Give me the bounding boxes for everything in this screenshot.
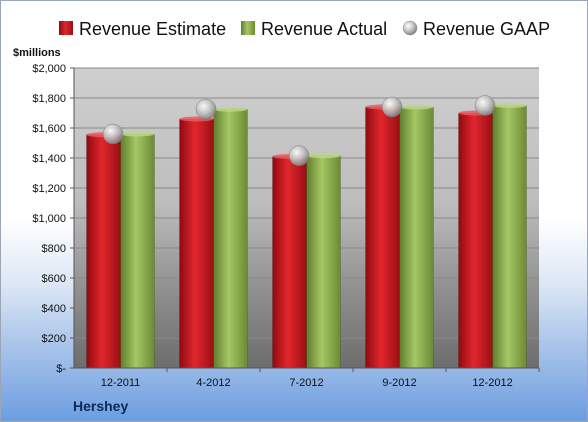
bar-cap-revenue-actual bbox=[306, 153, 341, 159]
bar-revenue-estimate bbox=[365, 106, 400, 369]
y-tick-label: $2,000 bbox=[32, 63, 66, 75]
marker-revenue-gaap bbox=[102, 123, 124, 145]
bars bbox=[86, 103, 527, 369]
y-tick-label: $1,400 bbox=[32, 153, 66, 165]
x-tick-label: 4-2012 bbox=[196, 377, 230, 389]
bar-revenue-actual bbox=[306, 155, 341, 369]
y-tick-label: $400 bbox=[42, 303, 66, 315]
legend-swatch bbox=[241, 21, 255, 35]
bar-revenue-estimate bbox=[272, 156, 307, 369]
bar-cap-revenue-actual bbox=[213, 106, 248, 112]
y-tick-label: $- bbox=[56, 363, 66, 375]
bar-revenue-actual bbox=[492, 105, 527, 369]
legend-swatch bbox=[402, 20, 418, 36]
company-name: Hershey bbox=[73, 398, 129, 414]
y-axis-unit-label: $millions bbox=[13, 47, 61, 59]
bar-cap-revenue-actual bbox=[492, 103, 527, 108]
marker-revenue-gaap bbox=[381, 96, 403, 118]
bar-revenue-estimate bbox=[179, 118, 214, 369]
bar-revenue-actual bbox=[399, 106, 434, 369]
legend-swatch bbox=[59, 21, 73, 35]
bar-revenue-actual bbox=[213, 109, 248, 369]
x-axis-ticks: 12-2011 4-2012 7-2012 9-2012 12-2012 bbox=[101, 368, 540, 389]
x-tick-label: 12-2011 bbox=[101, 377, 141, 389]
bar-cap-revenue-actual bbox=[399, 104, 434, 110]
x-tick-label: 9-2012 bbox=[382, 377, 416, 389]
legend: Revenue Estimate Revenue Actual Revenue GA… bbox=[59, 19, 550, 39]
x-tick-label: 7-2012 bbox=[289, 377, 323, 389]
legend-label: Revenue Actual bbox=[261, 19, 387, 39]
marker-revenue-gaap bbox=[195, 99, 217, 120]
gaap-markers bbox=[102, 95, 496, 166]
y-tick-label: $1,200 bbox=[32, 183, 66, 195]
x-tick-label: 12-2012 bbox=[472, 377, 512, 389]
legend-item-revenue-gaap: Revenue GAAP bbox=[402, 19, 550, 39]
bar-revenue-actual bbox=[120, 133, 155, 369]
marker-revenue-gaap bbox=[474, 95, 496, 116]
marker-revenue-gaap bbox=[288, 145, 310, 166]
y-tick-label: $1,600 bbox=[32, 123, 66, 135]
bar-revenue-estimate bbox=[458, 112, 493, 369]
bar-cap-revenue-actual bbox=[120, 131, 155, 137]
y-tick-label: $600 bbox=[42, 273, 66, 285]
y-tick-label: $1,000 bbox=[32, 213, 66, 225]
y-axis-ticks: $- $200 $400 $600 $800 $1,000 $1,200 $1,400 $1,6… bbox=[32, 63, 74, 375]
legend-item-revenue-actual: Revenue Actual bbox=[241, 19, 387, 39]
y-tick-label: $800 bbox=[42, 243, 66, 255]
legend-label: Revenue Estimate bbox=[79, 19, 226, 39]
y-tick-label: $200 bbox=[42, 333, 66, 345]
legend-item-revenue-estimate: Revenue Estimate bbox=[59, 19, 226, 39]
bar-revenue-estimate bbox=[86, 134, 121, 369]
legend-label: Revenue GAAP bbox=[423, 19, 550, 39]
y-tick-label: $1,800 bbox=[32, 93, 66, 105]
